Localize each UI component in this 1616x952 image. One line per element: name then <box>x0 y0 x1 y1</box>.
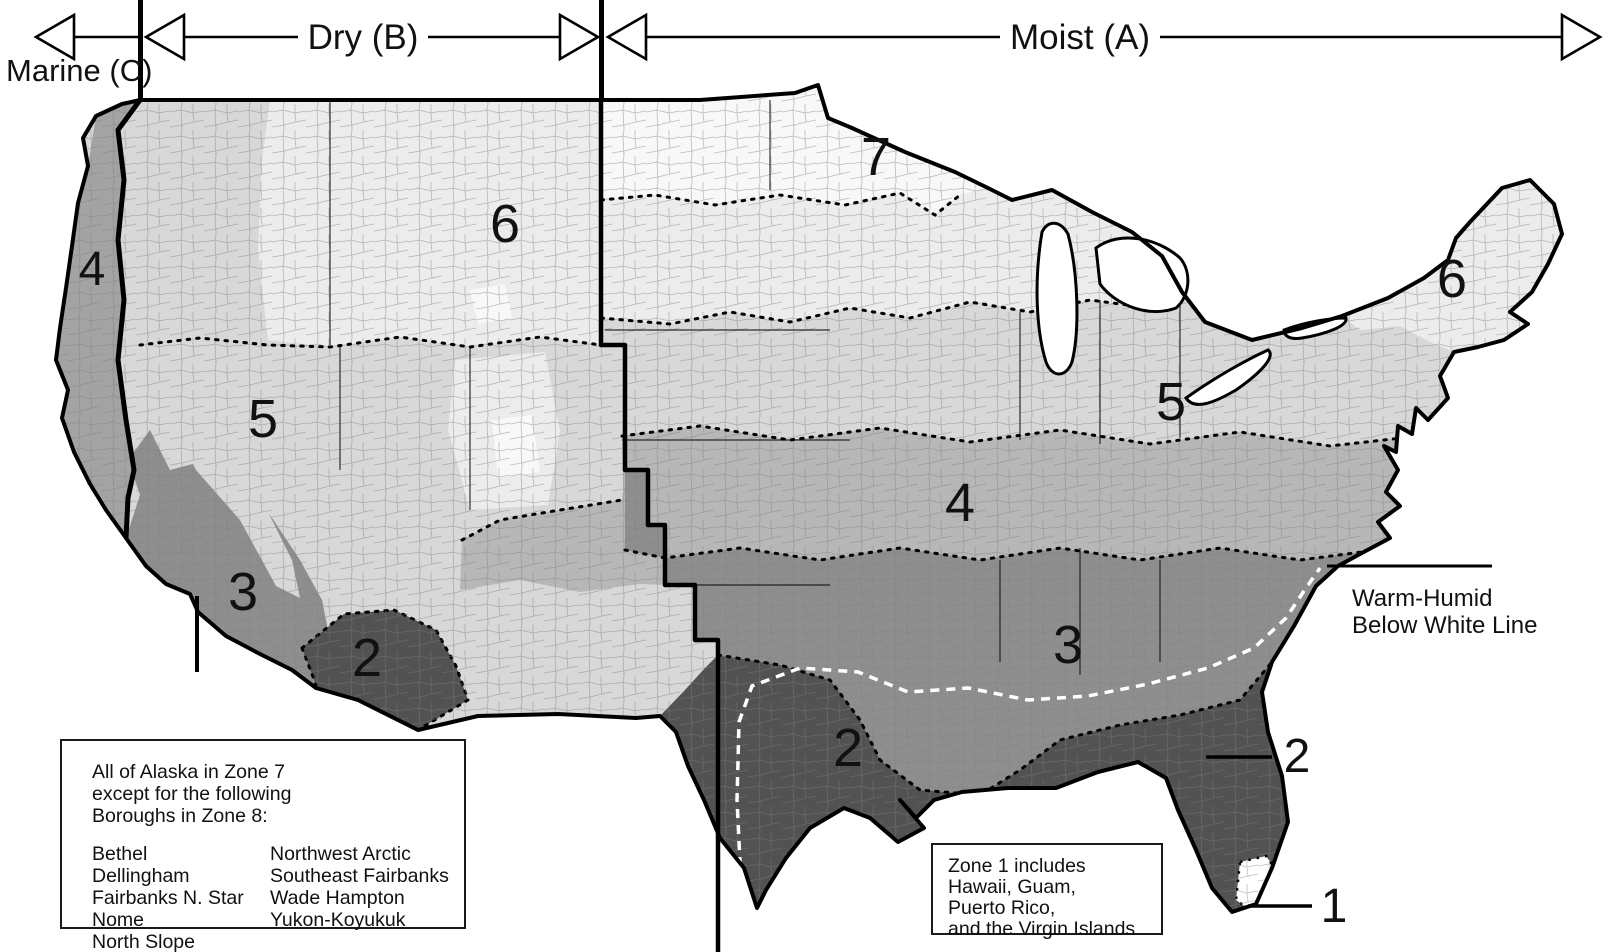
state-boundary-lines <box>329 100 1181 675</box>
moist-label: Moist (A) <box>1010 18 1150 57</box>
zone1-note-line: Zone 1 includes <box>948 855 1086 877</box>
zone-label-east-4: 4 <box>945 473 975 533</box>
borough-name: Bethel <box>92 843 148 865</box>
dashed-zone-boundaries <box>138 191 1422 797</box>
zone-label-florida-1: 1 <box>1321 880 1348 933</box>
lake-michigan <box>1035 221 1079 376</box>
borough-name: Southeast Fairbanks <box>270 865 449 887</box>
marine-boundary-line <box>115 98 143 539</box>
borough-name: North Slope <box>92 931 195 952</box>
zone-label-east-3: 3 <box>1053 615 1083 675</box>
alaska-borough-columns: Bethel Dellingham Fairbanks N. Star Nome… <box>92 843 464 952</box>
alaska-intro-line: except for the following <box>92 783 292 805</box>
zone-label-gulf-2: 2 <box>833 718 863 778</box>
zone-label-west-2: 2 <box>352 628 382 688</box>
zone-label-west-3: 3 <box>228 562 258 622</box>
marine-dry-divider-bar <box>138 0 143 100</box>
warm-humid-dashed-line <box>735 566 1322 883</box>
dry-label: Dry (B) <box>308 18 419 57</box>
zone-label-florida-2: 2 <box>1284 730 1311 783</box>
borough-name: Nome <box>92 909 145 931</box>
alaska-note-intro: All of Alaska in Zone 7 except for the f… <box>92 761 464 827</box>
warm-humid-label-line1: Warm-Humid <box>1352 585 1492 612</box>
dry-moist-boundary-line <box>598 100 721 952</box>
marine-label: Marine (C) <box>6 53 152 88</box>
alaska-intro-line: All of Alaska in Zone 7 <box>92 761 285 783</box>
alaska-borough-column-1: Bethel Dellingham Fairbanks N. Star Nome… <box>92 843 270 952</box>
lake-ontario <box>1282 316 1348 340</box>
zone-label-west-6: 6 <box>490 194 520 254</box>
warm-humid-label-line2: Below White Line <box>1352 612 1537 639</box>
moisture-regime-header: Marine (C) Dry (B) Moist (A) <box>6 0 1603 100</box>
alaska-note-box: All of Alaska in Zone 7 except for the f… <box>60 739 466 952</box>
marine-arrow <box>33 12 138 62</box>
borough-name: Northwest Arctic <box>270 843 411 865</box>
borough-name: Fairbanks N. Star <box>92 887 244 909</box>
zone1-note-line: Hawaii, Guam, <box>948 876 1076 898</box>
dry-moist-divider-bar <box>599 0 604 100</box>
alaska-intro-line: Boroughs in Zone 8: <box>92 805 268 827</box>
borough-name: Yukon-Koyukuk <box>270 909 406 931</box>
borough-name: Dellingham <box>92 865 190 887</box>
borough-name: Wade Hampton <box>270 887 405 909</box>
great-lakes <box>1035 221 1348 406</box>
zone-label-north-7: 7 <box>861 127 891 187</box>
zone-label-west-5: 5 <box>248 389 278 449</box>
zone-number-labels: 4 6 5 3 2 7 6 5 4 3 2 2 1 <box>79 127 1467 933</box>
moist-arrow <box>605 12 1603 62</box>
alaska-borough-column-2: Northwest Arctic Southeast Fairbanks Wad… <box>270 843 449 952</box>
dry-arrow <box>143 12 601 62</box>
zone1-note-line: Puerto Rico, <box>948 897 1056 919</box>
zone-label-marine-4: 4 <box>79 243 106 296</box>
zone-label-east-5: 5 <box>1156 372 1186 432</box>
lake-erie <box>1183 348 1272 406</box>
zone-label-east-6: 6 <box>1437 249 1467 309</box>
zone1-note-line: and the Virgin Islands <box>948 918 1136 940</box>
zone1-note-box: Zone 1 includes Hawaii, Guam, Puerto Ric… <box>931 843 1163 940</box>
